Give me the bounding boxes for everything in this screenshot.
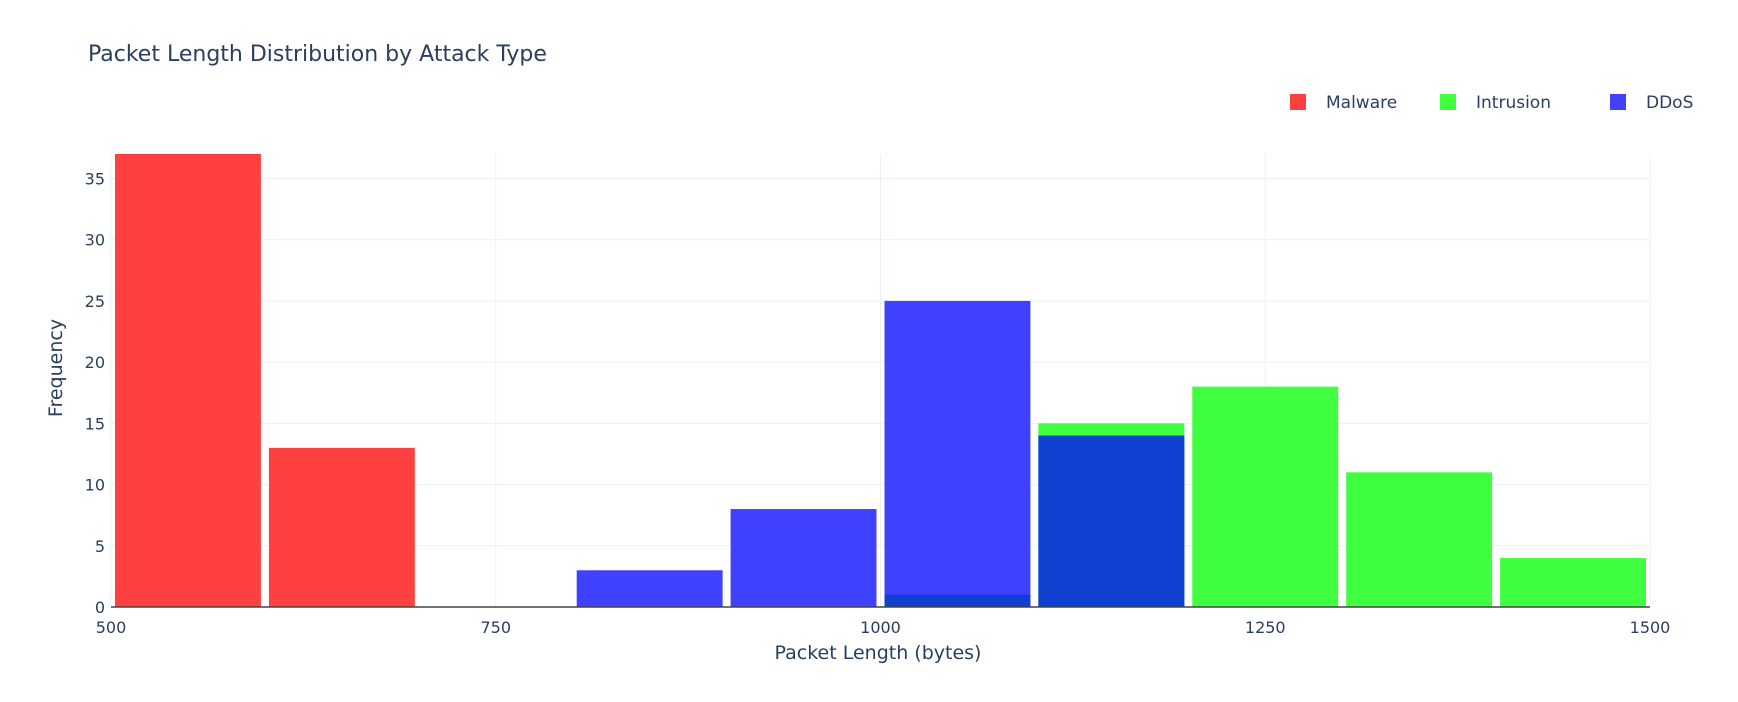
bar-malware-600 [268,447,415,607]
legend-swatch-malware [1290,94,1306,110]
bars-layer [115,154,1646,607]
bar-intrusion-1200 [1192,386,1339,607]
bar-ddos-800 [576,570,723,607]
bar-overlap-1100 [1038,435,1185,607]
x-tick-label: 750 [480,618,511,637]
y-tick-label: 10 [85,476,105,495]
bar-ddos-1000 [884,300,1031,607]
legend: Malware Intrusion DDoS [1290,93,1693,113]
x-axis-title: Packet Length (bytes) [775,642,982,664]
bar-intrusion-1300 [1346,472,1493,607]
y-tick-label: 15 [85,414,105,433]
axes-layer: 0 5 10 15 20 25 30 35 500 750 1000 1250 1500 [85,169,1671,637]
y-tick-label: 35 [85,169,105,188]
legend-swatch-ddos [1610,94,1626,110]
y-tick-label: 5 [95,537,105,556]
x-tick-label: 1500 [1630,618,1671,637]
y-tick-label: 0 [95,598,105,617]
y-axis-title: Frequency [45,319,67,417]
x-tick-label: 500 [96,618,127,637]
x-tick-label: 1250 [1245,618,1286,637]
bar-intrusion-1400 [1500,558,1646,607]
bar-overlap-1000 [884,594,1031,607]
legend-label-malware: Malware [1326,93,1397,113]
legend-label-ddos: DDoS [1646,93,1693,113]
y-tick-label: 30 [85,231,105,250]
y-tick-label: 20 [85,353,105,372]
legend-label-intrusion: Intrusion [1476,93,1551,113]
chart-title: Packet Length Distribution by Attack Typ… [88,42,547,67]
x-tick-label: 1000 [860,618,901,637]
bar-malware-500 [115,154,261,607]
y-tick-label: 25 [85,292,105,311]
legend-swatch-intrusion [1440,94,1456,110]
bar-ddos-900 [730,509,877,607]
